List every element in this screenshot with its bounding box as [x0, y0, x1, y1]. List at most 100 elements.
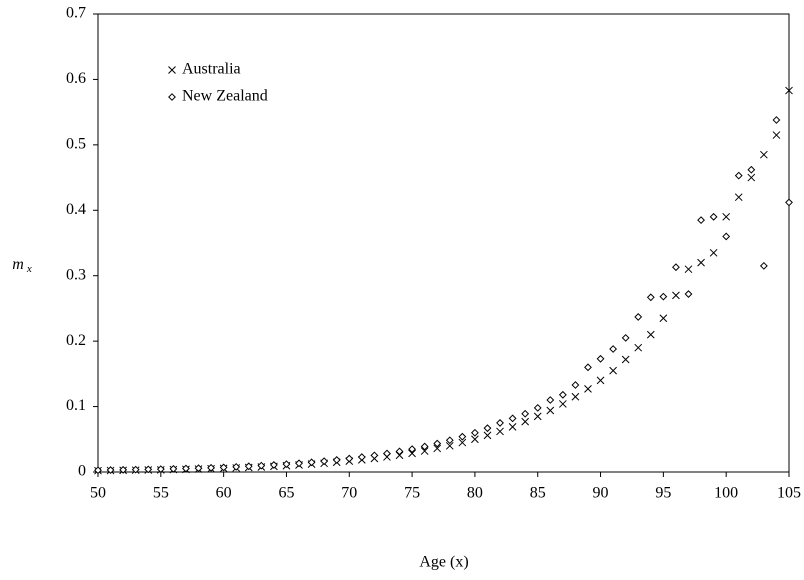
point	[558, 390, 567, 399]
point	[119, 465, 128, 474]
point	[533, 412, 542, 421]
point	[709, 212, 718, 221]
point	[722, 232, 731, 241]
point	[458, 438, 467, 447]
point	[785, 198, 793, 207]
point	[734, 193, 743, 202]
legend-marker	[168, 66, 176, 74]
legend-marker	[168, 93, 176, 101]
point	[559, 400, 567, 408]
point	[709, 248, 718, 257]
point	[131, 465, 140, 474]
point	[785, 86, 793, 95]
point	[521, 409, 530, 418]
point	[571, 392, 580, 401]
point	[533, 403, 542, 412]
point	[621, 355, 630, 364]
point	[496, 427, 504, 436]
point	[408, 445, 416, 454]
point	[508, 414, 517, 423]
point	[684, 265, 693, 274]
point	[672, 291, 680, 300]
point	[697, 216, 705, 225]
point	[295, 459, 303, 468]
y-tick-label: 0.4	[66, 201, 86, 218]
point	[759, 261, 768, 270]
point	[684, 290, 693, 298]
point	[194, 464, 203, 473]
point	[646, 293, 655, 302]
point	[546, 406, 555, 415]
point	[332, 456, 341, 464]
point	[634, 343, 643, 352]
point	[433, 439, 442, 448]
point	[445, 436, 454, 445]
point	[370, 451, 379, 460]
y-tick-label: 0.5	[66, 136, 86, 153]
point	[433, 444, 442, 453]
point	[219, 463, 228, 472]
point	[659, 292, 668, 301]
y-axis-label-subscript: x	[26, 263, 32, 275]
point	[772, 116, 781, 124]
x-tick-label: 50	[90, 485, 106, 502]
x-tick-label: 95	[655, 485, 671, 502]
point	[420, 442, 429, 451]
point	[182, 464, 190, 473]
x-tick-label: 85	[530, 485, 546, 502]
point	[772, 131, 781, 139]
x-tick-label: 60	[216, 485, 232, 502]
point	[521, 417, 530, 426]
y-tick-label: 0	[78, 463, 86, 480]
x-tick-label: 65	[278, 485, 294, 502]
point	[458, 432, 467, 441]
legend-label: Australia	[182, 61, 241, 78]
point	[94, 466, 102, 475]
legend-label: New Zealand	[182, 88, 268, 105]
point	[496, 419, 504, 427]
point	[345, 454, 354, 463]
x-tick-label: 100	[714, 485, 738, 502]
point	[269, 461, 278, 469]
point	[747, 165, 756, 174]
point	[747, 173, 756, 182]
point	[609, 366, 617, 375]
point	[646, 330, 655, 339]
point	[282, 460, 291, 469]
point	[244, 462, 253, 471]
y-tick-label: 0.3	[66, 266, 86, 283]
y-tick-label: 0.6	[66, 70, 86, 87]
point	[734, 171, 743, 180]
y-tick-label: 0.1	[66, 397, 86, 414]
x-axis-label: Age (x)	[419, 554, 468, 571]
point	[546, 396, 555, 404]
y-axis-label-symbol: m	[12, 256, 24, 273]
point	[584, 363, 592, 372]
point	[697, 258, 705, 267]
point	[408, 449, 416, 458]
point	[596, 376, 605, 385]
plot-frame	[97, 13, 790, 473]
point	[357, 453, 366, 461]
point	[634, 313, 643, 321]
point	[609, 345, 618, 353]
point	[445, 441, 454, 450]
point	[156, 465, 165, 474]
x-tick-label: 75	[404, 485, 420, 502]
point	[508, 423, 517, 431]
x-tick-label: 105	[777, 485, 801, 502]
point	[621, 333, 630, 342]
x-tick-label: 70	[341, 485, 357, 502]
point	[672, 263, 680, 272]
x-tick-label: 80	[467, 485, 483, 502]
y-tick-label: 0.2	[66, 332, 86, 349]
point	[659, 314, 668, 323]
point	[207, 463, 215, 472]
point	[232, 462, 241, 471]
point	[760, 150, 768, 159]
x-tick-label: 55	[153, 485, 169, 502]
point	[471, 435, 479, 444]
point	[169, 464, 178, 473]
point	[420, 447, 429, 455]
